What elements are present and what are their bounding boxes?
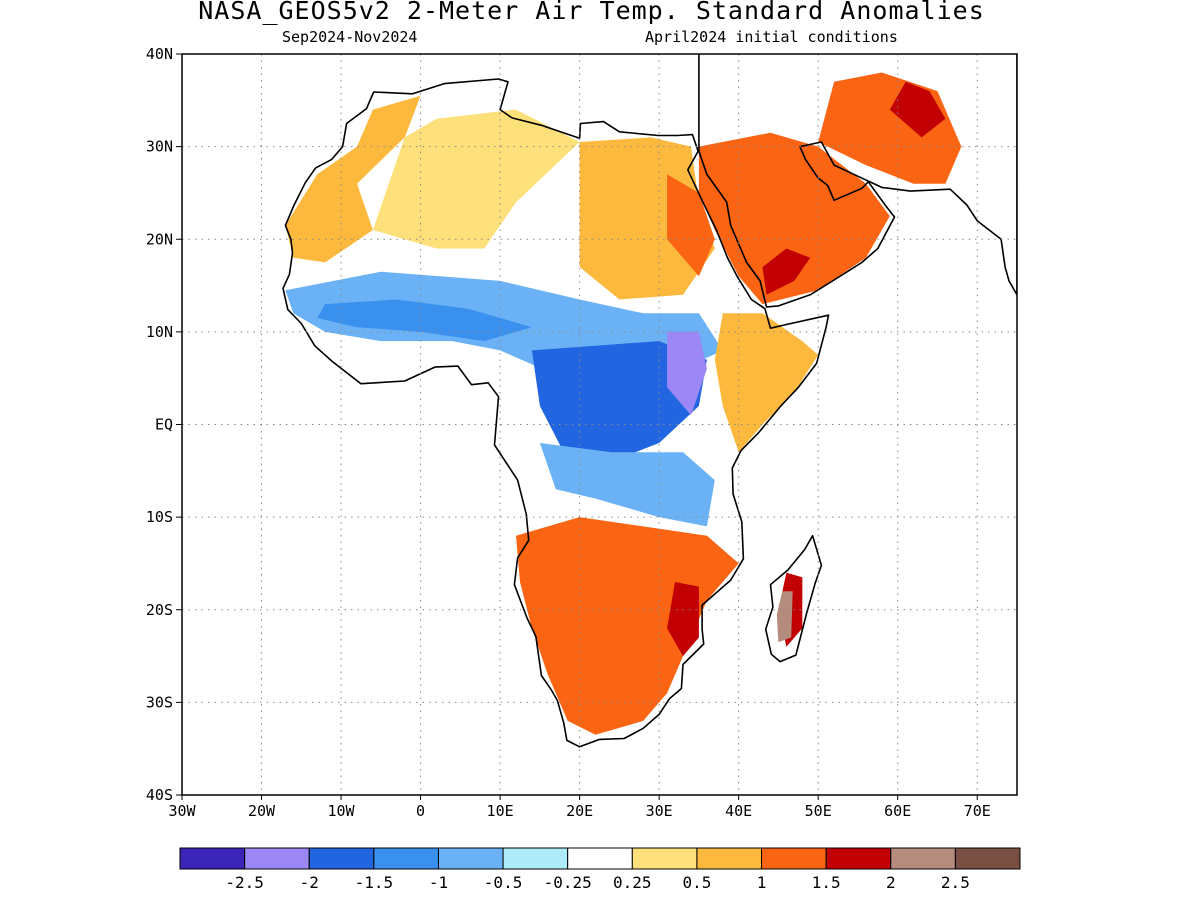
lat-tick-label: 10N — [146, 323, 173, 341]
colorbar-swatch — [954, 847, 1021, 870]
colorbar-label: 0.25 — [613, 873, 652, 892]
colorbar-label: -1.5 — [355, 873, 394, 892]
map-title: NASA_GEOS5v2 2-Meter Air Temp. Standard … — [198, 0, 985, 25]
colorbar-swatch — [761, 847, 827, 870]
lon-tick-label: 10E — [487, 802, 514, 820]
anomaly-patch-2 — [579, 137, 715, 300]
lon-tick-label: 30W — [168, 802, 196, 820]
lon-tick-label: 0 — [416, 802, 425, 820]
madagascar-coastline — [764, 534, 823, 663]
colorbar: -2.5 -2 -1.5 -1 -0.5 -0.25 0.25 0.5 1 1.5 2 2.5 — [179, 847, 1021, 892]
colorbar-label: -0.5 — [484, 873, 523, 892]
colorbar-swatch — [308, 847, 375, 870]
arabia-coastline — [698, 54, 1017, 308]
colorbar-swatch — [437, 847, 504, 870]
colorbar-label: 1.5 — [812, 873, 841, 892]
lat-tick-label: 40N — [146, 45, 173, 63]
initial-conditions: April2024 initial conditions — [645, 28, 898, 46]
colorbar-label: -1 — [429, 873, 448, 892]
lon-tick-label: 20E — [566, 802, 593, 820]
colorbar-label: 1 — [757, 873, 767, 892]
lon-tick-label: 70E — [964, 802, 991, 820]
lon-tick-label: 60E — [884, 802, 911, 820]
africa-coastline — [282, 78, 830, 748]
lat-tick-label: 30S — [146, 693, 173, 711]
colorbar-label: 2.5 — [941, 873, 970, 892]
lat-tick-label: 20S — [146, 601, 173, 619]
lon-tick-label: 20W — [248, 802, 276, 820]
colorbar-swatch — [179, 847, 246, 870]
colorbar-swatch — [244, 847, 310, 870]
colorbar-label: 2 — [886, 873, 896, 892]
anomaly-patch-13 — [714, 313, 819, 453]
lat-tick-label: 10S — [146, 508, 173, 526]
anomaly-patch-15 — [667, 582, 699, 657]
anomaly-patch-9 — [317, 299, 532, 342]
colorbar-label: -2.5 — [225, 873, 264, 892]
anomaly-patch-17 — [776, 591, 793, 643]
lon-tick-label: 50E — [805, 802, 832, 820]
anomaly-patch-12 — [539, 443, 715, 527]
lon-tick-label: 30E — [646, 802, 673, 820]
lat-tick-label: 20N — [146, 230, 173, 248]
anomaly-patch-5 — [762, 248, 811, 295]
lon-tick-label: 40E — [725, 802, 752, 820]
anomaly-patch-7 — [889, 81, 946, 138]
colorbar-swatch — [373, 847, 439, 870]
lon-tick-label: 10W — [328, 802, 356, 820]
colorbar-swatch — [825, 847, 892, 870]
colorbar-swatch — [567, 847, 633, 870]
anomaly-patch-1 — [372, 109, 580, 249]
anomaly-patch-10 — [531, 341, 707, 462]
lat-tick-label: EQ — [155, 416, 173, 434]
forecast-period: Sep2024-Nov2024 — [282, 28, 418, 46]
lat-tick-label: 40S — [146, 786, 173, 804]
anomaly-patch-14 — [516, 517, 739, 735]
colorbar-label: -2 — [300, 873, 319, 892]
anomaly-patch-3 — [667, 174, 715, 277]
colorbar-label: 0.5 — [682, 873, 711, 892]
anomaly-patch-0 — [285, 95, 421, 263]
lat-tick-label: 30N — [146, 138, 173, 156]
anomaly-patch-11 — [667, 331, 707, 416]
colorbar-swatch — [890, 847, 956, 870]
colorbar-label: -0.25 — [544, 873, 592, 892]
colorbar-swatch — [502, 847, 569, 870]
colorbar-swatch — [696, 847, 763, 870]
colorbar-swatch — [631, 847, 698, 870]
